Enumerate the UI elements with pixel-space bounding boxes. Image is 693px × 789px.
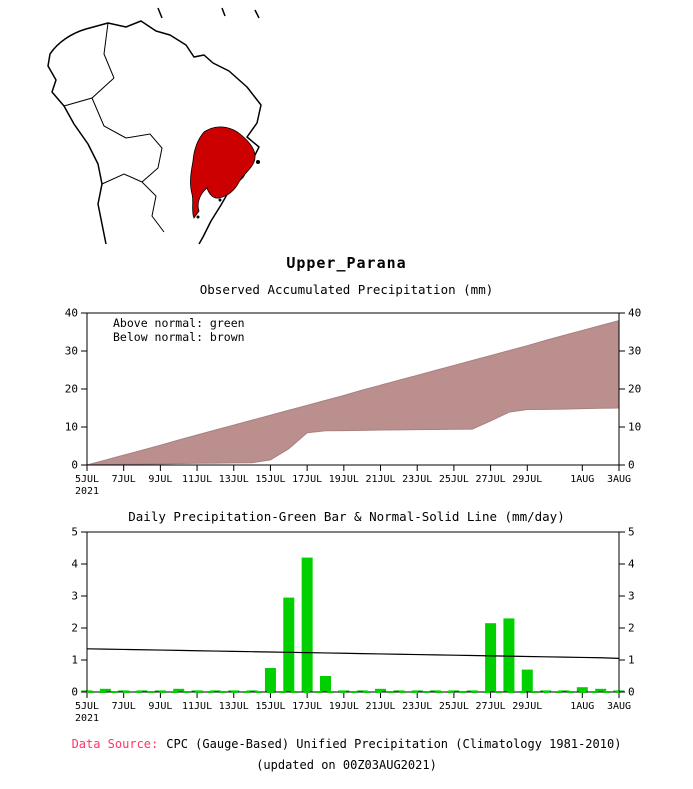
map-speck: [256, 160, 260, 164]
precip-bar: [264, 668, 276, 692]
x-tick-label: 5JUL: [75, 701, 99, 712]
y-tick-label: 0: [71, 686, 78, 699]
x-tick-label: 9JUL: [148, 474, 172, 485]
daily-precip-chart: Daily Precipitation-Green Bar & Normal-S…: [0, 509, 693, 726]
precip-bar: [595, 688, 607, 692]
x-tick-label: 27JUL: [476, 701, 506, 712]
y-tick-label: 4: [628, 558, 635, 571]
x-tick-label: 27JUL: [476, 474, 506, 485]
y-tick-label: 0: [628, 459, 635, 472]
y-tick-label: 10: [65, 421, 78, 434]
precip-bar: [99, 688, 111, 692]
precip-bar: [558, 690, 570, 692]
observed-accumulated-line: [86, 407, 620, 466]
accumulated-precip-chart: Observed Accumulated Precipitation (mm) …: [0, 282, 693, 499]
y-tick-label: 30: [65, 345, 78, 358]
x-tick-label: 3AUG: [607, 474, 631, 485]
y-tick-label: 5: [71, 526, 78, 539]
precip-bar: [136, 690, 148, 692]
x-tick-label: 25JUL: [439, 701, 469, 712]
y-tick-label: 20: [628, 383, 641, 396]
x-tick-label: 23JUL: [402, 701, 432, 712]
data-source-footer: Data Source: CPC (Gauge-Based) Unified Pr…: [0, 734, 693, 776]
precip-bar: [301, 557, 313, 692]
precip-bar: [173, 688, 185, 692]
y-tick-label: 40: [628, 307, 641, 320]
upper-parana-region: [190, 126, 256, 219]
y-tick-label: 3: [628, 590, 635, 603]
map-speck: [218, 198, 222, 202]
updated-text: (updated on 00Z03AUG2021): [256, 758, 437, 772]
precip-bar: [209, 690, 221, 692]
y-tick-label: 1: [71, 654, 78, 667]
x-year-label: 2021: [75, 486, 99, 497]
y-tick-label: 3: [71, 590, 78, 603]
y-tick-label: 40: [65, 307, 78, 320]
precip-bar: [375, 688, 387, 692]
y-tick-label: 1: [628, 654, 635, 667]
country-borders: [63, 22, 165, 233]
x-tick-label: 29JUL: [512, 701, 542, 712]
x-tick-label: 21JUL: [365, 474, 395, 485]
daily-chart-title: Daily Precipitation-Green Bar & Normal-S…: [128, 509, 565, 524]
x-tick-label: 17JUL: [292, 701, 322, 712]
x-tick-label: 13JUL: [219, 474, 249, 485]
precip-bar: [319, 676, 331, 692]
x-tick-label: 29JUL: [512, 474, 542, 485]
x-tick-label: 13JUL: [219, 701, 249, 712]
accumulated-chart-svg: 0 0 10 10 20 20 30 30 40 40 5JUL 7JUL 9JUL 11JUL 13JUL…: [65, 307, 642, 498]
x-tick-label: 15JUL: [255, 474, 285, 485]
plot-border: [86, 531, 620, 693]
x-tick-label: 11JUL: [182, 701, 212, 712]
y-tick-label: 4: [71, 558, 78, 571]
x-tick-label: 15JUL: [255, 701, 285, 712]
x-year-label: 2021: [75, 713, 99, 724]
coast-fragment: [157, 7, 260, 19]
x-tick-label: 1AUG: [570, 474, 594, 485]
x-tick-label: 5JUL: [75, 474, 99, 485]
precip-bar: [503, 618, 515, 692]
map-speck: [196, 215, 200, 219]
x-tick-label: 3AUG: [607, 701, 631, 712]
precip-bar: [356, 690, 368, 692]
x-tick-label: 21JUL: [365, 701, 395, 712]
normal-daily-line: [86, 648, 620, 659]
continent-outline: [47, 20, 262, 245]
x-tick-label: 11JUL: [182, 474, 212, 485]
y-tick-label: 10: [628, 421, 641, 434]
daily-chart-svg: 0 0 1 1 2 2 3 3 4 4 5 5 5JUL 7JUL 9JUL 11JUL 13JUL 15JUL 1…: [71, 526, 635, 724]
y-tick-label: 2: [71, 622, 78, 635]
x-tick-label: 17JUL: [292, 474, 322, 485]
precip-bar: [485, 623, 497, 692]
precip-bar: [246, 690, 258, 692]
x-tick-label: 23JUL: [402, 474, 432, 485]
legend-line: Below normal: brown: [113, 330, 245, 344]
south-america-map: [47, 7, 262, 245]
x-tick-label: 7JUL: [112, 474, 136, 485]
y-tick-label: 20: [65, 383, 78, 396]
y-tick-label: 0: [71, 459, 78, 472]
accumulated-chart-title: Observed Accumulated Precipitation (mm): [199, 282, 494, 297]
y-tick-label: 2: [628, 622, 635, 635]
y-tick-label: 0: [628, 686, 635, 699]
x-tick-label: 1AUG: [570, 701, 594, 712]
x-tick-label: 19JUL: [329, 701, 359, 712]
normal-accumulated-line: [86, 320, 620, 466]
legend-line: Above normal: green: [113, 316, 245, 330]
data-source-text: CPC (Gauge-Based) Unified Precipitation …: [166, 737, 622, 751]
x-tick-label: 9JUL: [148, 701, 172, 712]
x-tick-label: 19JUL: [329, 474, 359, 485]
precip-bar: [283, 597, 295, 692]
x-tick-label: 25JUL: [439, 474, 469, 485]
precip-bar: [521, 669, 533, 692]
precip-bar: [576, 687, 588, 692]
precip-bar: [393, 690, 405, 692]
x-tick-label: 7JUL: [112, 701, 136, 712]
data-source-label: Data Source:: [71, 737, 159, 751]
data-source-line: Data Source: CPC (Gauge-Based) Unified Pr…: [0, 734, 693, 755]
y-tick-label: 5: [628, 526, 635, 539]
map-container: [8, 6, 308, 246]
y-tick-label: 30: [628, 345, 641, 358]
page-title: Upper_Parana: [286, 254, 407, 272]
